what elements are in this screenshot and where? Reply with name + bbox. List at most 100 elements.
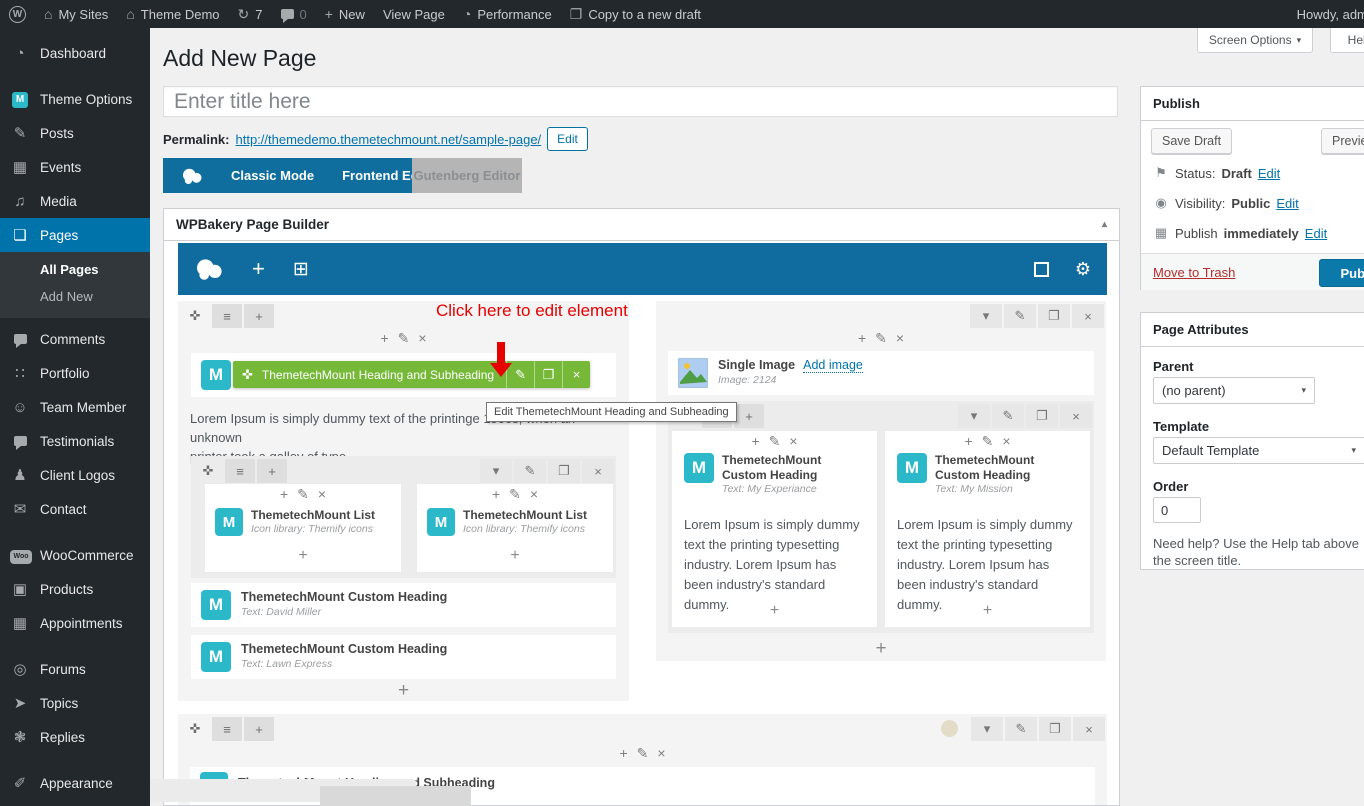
permalink-edit-button[interactable]: Edit <box>547 127 588 151</box>
close-icon[interactable]: × <box>1060 404 1092 428</box>
pencil-icon[interactable]: ✎ <box>1005 717 1037 741</box>
pencil-icon[interactable]: ✎ <box>514 459 546 483</box>
sidebar-item-posts[interactable]: ✎ Posts <box>0 116 150 150</box>
help-button[interactable]: Help <box>1330 28 1364 53</box>
sidebar-item-team-member[interactable]: ☺ Team Member <box>0 390 150 424</box>
add-element-button[interactable]: + <box>875 638 887 659</box>
move-row-icon[interactable]: ✜ <box>189 721 201 736</box>
plus-icon[interactable]: + <box>751 433 760 449</box>
add-element-button[interactable]: + <box>298 547 308 564</box>
close-icon[interactable]: × <box>657 745 666 761</box>
collapse-icon[interactable]: ▴ <box>1101 219 1107 230</box>
sidebar-item-products[interactable]: ▣ Products <box>0 572 150 606</box>
fullscreen-icon[interactable] <box>1033 261 1049 277</box>
add-column-icon[interactable]: + <box>257 459 287 483</box>
edit-schedule-link[interactable]: Edit <box>1304 225 1328 241</box>
delete-element-icon[interactable]: × <box>562 361 590 388</box>
sidebar-item-woocommerce[interactable]: Woo WooCommerce <box>0 538 150 572</box>
site-menu[interactable]: ⌂ Theme Demo <box>117 0 228 28</box>
sidebar-item-forums[interactable]: ◎ Forums <box>0 652 150 686</box>
close-icon[interactable]: × <box>1073 717 1105 741</box>
updates-menu[interactable]: ↻ 7 <box>229 0 272 28</box>
templates-icon[interactable]: ⊞ <box>292 258 309 280</box>
close-icon[interactable]: × <box>529 486 539 502</box>
my-sites-menu[interactable]: ⌂ My Sites <box>35 0 117 28</box>
publish-panel-header[interactable]: Publish <box>1141 87 1364 121</box>
add-column-icon[interactable]: + <box>244 717 274 741</box>
sidebar-item-media[interactable]: ♫ Media <box>0 184 150 218</box>
row-layout-icon[interactable]: ≡ <box>225 459 255 483</box>
sidebar-item-comments[interactable]: Comments <box>0 322 150 356</box>
pencil-icon[interactable]: ✎ <box>981 433 994 449</box>
plus-icon[interactable]: + <box>380 330 389 346</box>
clone-icon[interactable]: ❐ <box>1039 717 1071 741</box>
sidebar-item-client-logos[interactable]: ♟ Client Logos <box>0 458 150 492</box>
move-row-icon[interactable]: ✜ <box>189 308 201 323</box>
row-layout-icon[interactable]: ≡ <box>212 717 242 741</box>
template-select[interactable]: Default Template ▾ <box>1153 437 1364 464</box>
sidebar-item-testimonials[interactable]: Testimonials <box>0 424 150 458</box>
pencil-icon[interactable]: ✎ <box>875 330 887 346</box>
element-single-image[interactable]: Single Image Add image Image: 2124 <box>668 351 1094 395</box>
pencil-icon[interactable]: ✎ <box>1004 304 1036 328</box>
close-icon[interactable]: × <box>582 459 614 483</box>
pencil-icon[interactable]: ✎ <box>768 433 781 449</box>
add-column-icon[interactable]: + <box>244 304 274 328</box>
move-element-icon[interactable]: ✜ <box>242 366 253 382</box>
close-icon[interactable]: × <box>789 433 798 449</box>
move-to-trash-link[interactable]: Move to Trash <box>1153 265 1236 280</box>
comments-menu[interactable]: 0 <box>272 0 316 28</box>
gutenberg-editor-button[interactable]: Gutenberg Editor <box>412 158 522 193</box>
plus-icon[interactable]: + <box>964 433 973 449</box>
pencil-icon[interactable]: ✎ <box>992 404 1024 428</box>
toggle-icon[interactable]: ▾ <box>970 304 1002 328</box>
sidebar-item-dashboard[interactable]: ◔ Dashboard <box>0 36 150 70</box>
clone-element-icon[interactable]: ❐ <box>534 361 562 388</box>
sidebar-item-topics[interactable]: ➤ Topics <box>0 686 150 720</box>
move-row-icon[interactable]: ✜ <box>202 463 214 478</box>
add-element-button[interactable]: + <box>510 547 520 564</box>
clone-icon[interactable]: ❐ <box>548 459 580 483</box>
add-element-button[interactable]: + <box>397 680 410 701</box>
copy-draft-menu[interactable]: ❐ Copy to a new draft <box>561 0 710 28</box>
title-input[interactable] <box>163 86 1118 117</box>
publish-button[interactable]: Publish <box>1319 259 1364 287</box>
add-element-icon[interactable]: + <box>252 256 265 281</box>
toggle-icon[interactable]: ▾ <box>480 459 512 483</box>
element-list[interactable]: M ThemetechMount List Icon library: Themi… <box>427 508 587 537</box>
preview-button[interactable]: Preview <box>1321 128 1364 154</box>
row-layout-icon[interactable]: ≡ <box>212 304 242 328</box>
element-list[interactable]: M ThemetechMount List Icon library: Themi… <box>215 508 375 537</box>
sidebar-item-appearance[interactable]: ✐ Appearance <box>0 766 150 800</box>
gear-icon[interactable]: ⚙ <box>1074 259 1091 279</box>
sidebar-item-pages[interactable]: ❏ Pages <box>0 218 150 252</box>
toggle-icon[interactable]: ▾ <box>958 404 990 428</box>
add-element-button[interactable]: + <box>982 602 993 619</box>
howdy-account-menu[interactable]: Howdy, admin <box>1297 0 1364 28</box>
metabox-header[interactable]: WPBakery Page Builder ▴ <box>164 209 1119 241</box>
pencil-icon[interactable]: ✎ <box>397 330 410 346</box>
plus-icon[interactable]: + <box>619 745 628 761</box>
plus-icon[interactable]: + <box>857 330 867 346</box>
pencil-icon[interactable]: ✎ <box>636 745 649 761</box>
plus-icon[interactable]: + <box>491 486 501 502</box>
performance-menu[interactable]: ◔ Performance <box>454 0 561 28</box>
screen-options-button[interactable]: Screen Options ▾ <box>1197 28 1313 53</box>
wp-logo-menu[interactable]: W <box>0 0 35 28</box>
element-custom-heading-lawn[interactable]: M ThemetechMount Custom Heading Text: Law… <box>191 635 616 679</box>
clone-icon[interactable]: ❐ <box>1026 404 1058 428</box>
close-icon[interactable]: × <box>317 486 327 502</box>
close-icon[interactable]: × <box>1072 304 1104 328</box>
sidebar-item-replies[interactable]: ❃ Replies <box>0 720 150 754</box>
permalink-url[interactable]: http://themedemo.themetechmount.net/samp… <box>235 131 542 147</box>
sidebar-item-add-new[interactable]: Add New <box>40 289 93 304</box>
sidebar-item-all-pages[interactable]: All Pages <box>40 262 99 277</box>
edit-status-link[interactable]: Edit <box>1257 165 1281 181</box>
pencil-icon[interactable]: ✎ <box>509 486 521 502</box>
save-draft-button[interactable]: Save Draft <box>1151 128 1233 154</box>
close-icon[interactable]: × <box>1002 433 1011 449</box>
close-icon[interactable]: × <box>418 330 427 346</box>
edit-visibility-link[interactable]: Edit <box>1276 195 1299 211</box>
toggle-icon[interactable]: ▾ <box>971 717 1003 741</box>
element-custom-heading-experience[interactable]: M ThemetechMount Custom Heading Text: My … <box>684 453 857 497</box>
